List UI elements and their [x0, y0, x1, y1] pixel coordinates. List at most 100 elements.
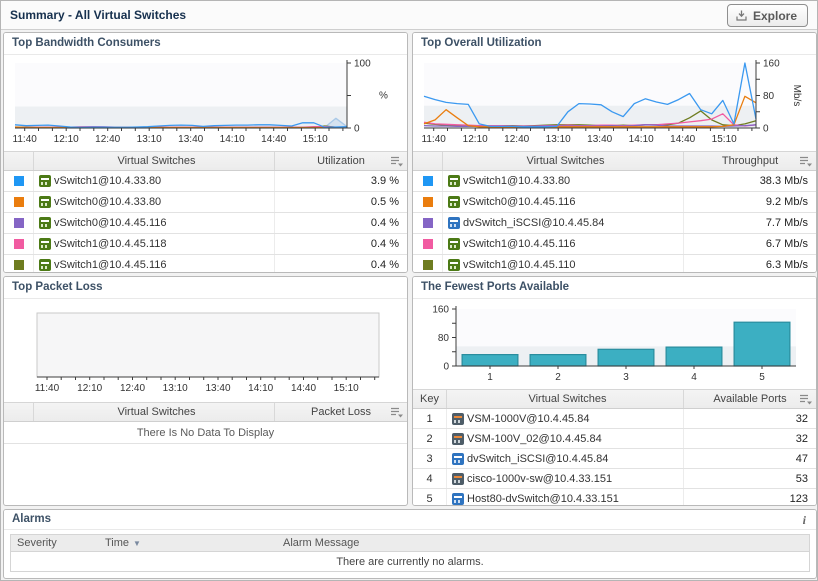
- virtual-switch-icon: [39, 238, 51, 250]
- throughput-column-header[interactable]: Throughput: [684, 152, 816, 170]
- info-icon[interactable]: i: [802, 513, 806, 527]
- sort-desc-icon: ▼: [133, 538, 141, 548]
- svg-text:100: 100: [354, 59, 371, 70]
- column-menu-icon[interactable]: [799, 156, 812, 167]
- panel-top-packet-loss: Top Packet Loss 11:40 12:10 12:40 13:10 13:4…: [3, 276, 408, 506]
- explore-button-label: Explore: [752, 8, 797, 23]
- table-row[interactable]: 3 dvSwitch_iSCSI@10.4.45.84 47: [413, 449, 816, 469]
- svg-text:15:10: 15:10: [712, 134, 737, 145]
- table-row[interactable]: 2 VSM-100V_02@10.4.45.84 32: [413, 429, 816, 449]
- svg-text:0: 0: [443, 362, 449, 373]
- utilization-value: 0.4 %: [370, 259, 399, 271]
- column-menu-icon[interactable]: [390, 156, 403, 167]
- virtual-switch-icon: [452, 492, 464, 505]
- switch-name: VSM-1000V@10.4.45.84: [467, 412, 590, 425]
- virtual-switches-column-header[interactable]: Virtual Switches: [34, 152, 275, 170]
- table-row[interactable]: vSwitch1@10.4.45.116 6.7 Mb/s: [413, 234, 816, 255]
- svg-text:160: 160: [432, 305, 449, 316]
- color-column-header: [4, 403, 34, 421]
- switch-name: vSwitch0@10.4.45.116: [463, 196, 576, 208]
- switch-name: vSwitch1@10.4.45.116: [463, 238, 576, 250]
- available-ports-value: 53: [795, 472, 808, 485]
- utilization-column-header[interactable]: Utilization: [275, 152, 407, 170]
- severity-column-header[interactable]: Severity: [17, 537, 57, 549]
- svg-text:Mb/s: Mb/s: [791, 85, 802, 107]
- throughput-value: 9.2 Mb/s: [765, 196, 808, 208]
- panel-title: The Fewest Ports Available: [413, 277, 816, 299]
- svg-text:13:10: 13:10: [163, 383, 188, 394]
- svg-text:12:40: 12:40: [95, 134, 120, 145]
- svg-text:12:40: 12:40: [504, 134, 529, 145]
- packetloss-chart-area: 11:40 12:10 12:40 13:10 13:40 14:10 14:40 15:10: [4, 299, 407, 402]
- table-row[interactable]: 5 Host80-dvSwitch@10.4.33.151 123: [413, 489, 816, 505]
- utilization-value: 0.5 %: [370, 196, 399, 208]
- key-column-header[interactable]: Key: [413, 390, 447, 408]
- ports-chart-area: 0 80 160 1 2 3 4 5: [413, 299, 816, 389]
- svg-text:13:10: 13:10: [546, 134, 571, 145]
- table-row[interactable]: vSwitch0@10.4.45.116 9.2 Mb/s: [413, 192, 816, 213]
- column-menu-icon[interactable]: [390, 407, 403, 418]
- svg-text:80: 80: [438, 333, 450, 344]
- explore-button[interactable]: Explore: [726, 4, 808, 27]
- virtual-switches-column-header[interactable]: Virtual Switches: [34, 403, 275, 421]
- svg-text:14:10: 14:10: [629, 134, 654, 145]
- key-value: 1: [413, 409, 447, 428]
- ports-table: Key Virtual Switches Available Ports 1 V…: [413, 389, 816, 505]
- packet-loss-column-header[interactable]: Packet Loss: [275, 403, 407, 421]
- table-row[interactable]: vSwitch1@10.4.33.80 3.9 %: [4, 171, 407, 192]
- available-ports-value: 32: [795, 432, 808, 445]
- utilization-value: 3.9 %: [370, 175, 399, 187]
- packetloss-table: Virtual Switches Packet Loss There Is No…: [4, 402, 407, 444]
- series-color-swatch: [13, 176, 24, 186]
- available-ports-column-header[interactable]: Available Ports: [684, 390, 816, 408]
- table-row[interactable]: vSwitch0@10.4.45.116 0.4 %: [4, 213, 407, 234]
- available-ports-value: 47: [795, 452, 808, 465]
- svg-text:160: 160: [763, 59, 780, 70]
- panel-title: Top Overall Utilization: [413, 33, 816, 55]
- virtual-switch-icon: [39, 196, 51, 208]
- series-color-swatch: [13, 218, 24, 228]
- svg-text:11:40: 11:40: [13, 134, 38, 145]
- table-row[interactable]: vSwitch1@10.4.45.110 6.3 Mb/s: [413, 255, 816, 272]
- panel-title: Top Bandwidth Consumers: [4, 33, 407, 55]
- virtual-switch-icon: [452, 472, 464, 485]
- svg-text:12:10: 12:10: [77, 383, 102, 394]
- series-color-swatch: [422, 260, 433, 270]
- utilization-value: 0.4 %: [370, 238, 399, 250]
- page-title: Summary - All Virtual Switches: [10, 8, 187, 22]
- alarms-table-header: Severity Time ▼ Alarm Message: [10, 534, 810, 552]
- time-column-header[interactable]: Time ▼: [105, 537, 141, 549]
- virtual-switches-column-header[interactable]: Virtual Switches: [447, 390, 684, 408]
- table-row[interactable]: 4 cisco-1000v-sw@10.4.33.151 53: [413, 469, 816, 489]
- svg-text:4: 4: [691, 372, 697, 383]
- no-data-message: There Is No Data To Display: [4, 422, 407, 444]
- bandwidth-table: Virtual Switches Utilization vSwitch1@10…: [4, 151, 407, 272]
- bandwidth-line-chart: 11:40 12:10 12:40 13:10 13:40 14:10 14:40 15:10…: [13, 59, 388, 146]
- virtual-switch-icon: [448, 217, 460, 229]
- packetloss-table-header: Virtual Switches Packet Loss: [4, 403, 407, 422]
- table-row[interactable]: vSwitch0@10.4.33.80 0.5 %: [4, 192, 407, 213]
- utilization-table-header: Virtual Switches Throughput: [413, 152, 816, 171]
- svg-text:14:40: 14:40: [261, 134, 286, 145]
- series-color-swatch: [422, 218, 433, 228]
- panel-title: Alarms i: [4, 510, 816, 530]
- ports-table-header: Key Virtual Switches Available Ports: [413, 390, 816, 409]
- virtual-switches-column-header[interactable]: Virtual Switches: [443, 152, 684, 170]
- table-row[interactable]: vSwitch1@10.4.45.116 0.4 %: [4, 255, 407, 272]
- alarm-message-column-header[interactable]: Alarm Message: [283, 537, 360, 549]
- column-menu-icon[interactable]: [799, 394, 812, 405]
- table-row[interactable]: dvSwitch_iSCSI@10.4.45.84 7.7 Mb/s: [413, 213, 816, 234]
- series-color-swatch: [422, 197, 433, 207]
- packetloss-line-chart: 11:40 12:10 12:40 13:10 13:40 14:10 14:40 15:10: [35, 312, 380, 394]
- svg-text:0: 0: [763, 124, 769, 135]
- series-color-swatch: [422, 239, 433, 249]
- page-header: Summary - All Virtual Switches Explore: [1, 1, 817, 30]
- svg-text:2: 2: [555, 372, 561, 383]
- table-row[interactable]: vSwitch1@10.4.45.118 0.4 %: [4, 234, 407, 255]
- table-row[interactable]: vSwitch1@10.4.33.80 38.3 Mb/s: [413, 171, 816, 192]
- color-column-header: [4, 152, 34, 170]
- table-row[interactable]: 1 VSM-1000V@10.4.45.84 32: [413, 409, 816, 429]
- svg-text:14:10: 14:10: [220, 134, 245, 145]
- virtual-switch-icon: [448, 259, 460, 271]
- virtual-switch-icon: [448, 175, 460, 187]
